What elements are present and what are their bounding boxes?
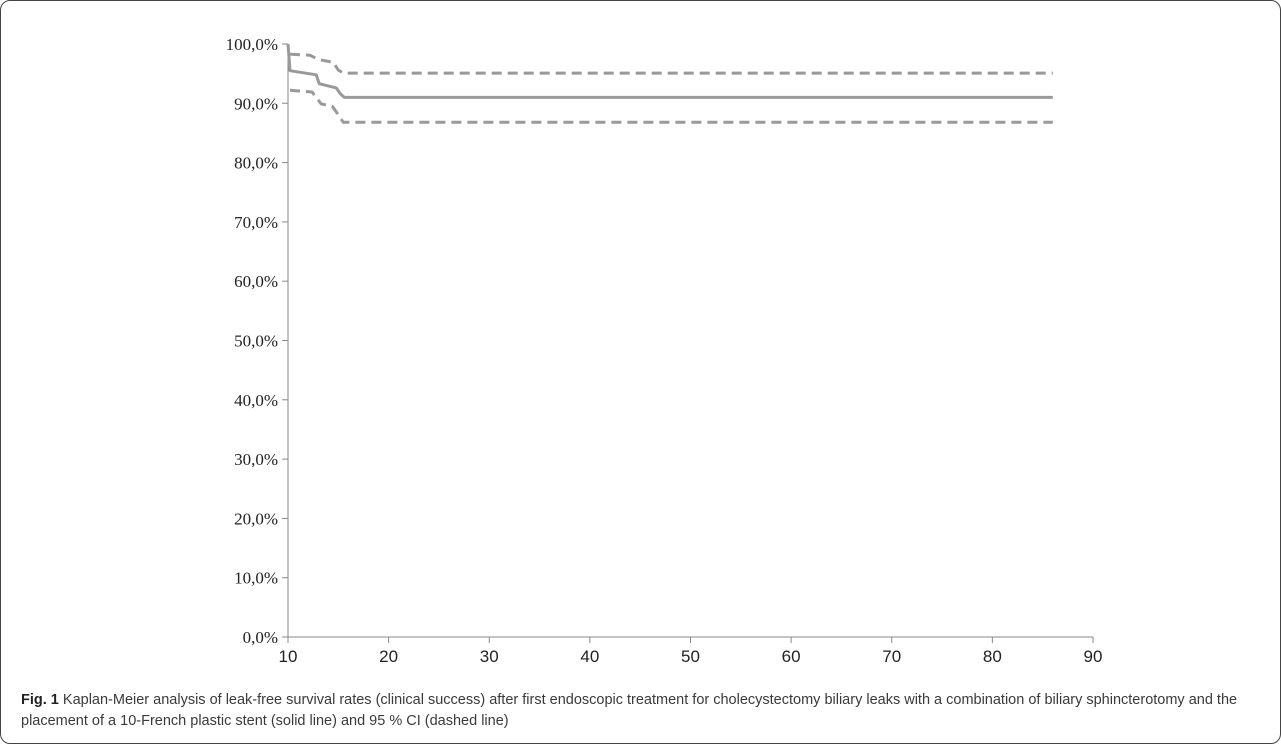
caption-label: Fig. 1	[21, 692, 59, 708]
figure-caption: Fig. 1 Kaplan-Meier analysis of leak-fre…	[21, 690, 1261, 732]
series-lines	[286, 43, 1053, 124]
y-tick-label: 40,0%	[234, 391, 278, 410]
x-tick-label: 70	[882, 647, 901, 666]
axes	[282, 43, 1094, 643]
y-tick-label: 90,0%	[234, 94, 278, 113]
ci-lower-line	[289, 88, 1053, 124]
y-tick-label: 30,0%	[234, 450, 278, 469]
x-tick-labels: 10 20 30 40 50 60 70 80 90	[279, 647, 1103, 666]
km-chart: 0,0% 10,0% 20,0% 30,0% 40,0% 50,0% 60,0% 70,0% 8…	[226, 35, 1103, 666]
y-tick-label: 10,0%	[234, 569, 278, 588]
x-tick-label: 90	[1084, 647, 1103, 666]
x-tick-label: 80	[983, 647, 1002, 666]
caption-text: Kaplan-Meier analysis of leak-free survi…	[21, 692, 1238, 729]
y-tick-label: 100,0%	[226, 35, 278, 54]
y-tick-label: 20,0%	[234, 509, 278, 528]
y-tick-labels: 0,0% 10,0% 20,0% 30,0% 40,0% 50,0% 60,0% 70,0% 8…	[226, 35, 278, 647]
survival-line	[286, 43, 1053, 99]
y-tick-label: 0,0%	[243, 628, 278, 647]
x-tick-label: 50	[681, 647, 700, 666]
y-tick-label: 80,0%	[234, 154, 278, 173]
x-tick-label: 20	[379, 647, 398, 666]
ci-upper-line	[289, 52, 1053, 75]
y-tick-label: 50,0%	[234, 332, 278, 351]
y-tick-label: 60,0%	[234, 272, 278, 291]
x-tick-label: 30	[480, 647, 499, 666]
y-tick-label: 70,0%	[234, 213, 278, 232]
x-tick-label: 40	[580, 647, 599, 666]
x-tick-label: 10	[279, 647, 298, 666]
x-tick-label: 60	[782, 647, 801, 666]
